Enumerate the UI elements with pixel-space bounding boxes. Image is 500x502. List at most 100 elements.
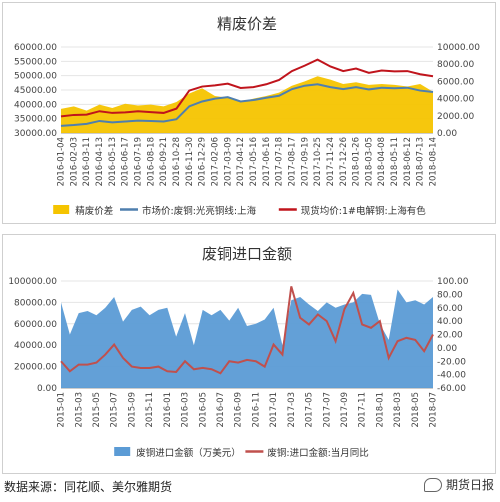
legend-swatch-0 (114, 447, 131, 456)
y-right-tick-label: 8000.00 (437, 60, 474, 70)
x-tick-label: 2017-01 (269, 392, 279, 428)
y-right-tick-label: -40.00 (437, 371, 466, 381)
y-left-tick-label: 0.00 (37, 384, 57, 394)
x-tick-label: 2017-06-16 (262, 137, 272, 186)
y-left-tick-label: 60000.00 (14, 320, 57, 330)
legend-label-2: 现货均价:1#电解铜:上海有色 (301, 205, 426, 217)
y-left-tick-label: 45000.00 (14, 86, 57, 96)
series-area-0 (61, 76, 433, 133)
x-tick-label: 2017-12-26 (339, 137, 349, 186)
x-tick-label: 2016-03-11 (82, 137, 92, 186)
chat-bubble-icon (423, 477, 442, 492)
x-tick-label: 2016-04-13 (95, 137, 105, 186)
x-tick-label: 2016-01 (163, 392, 173, 428)
series-line-1 (60, 83, 434, 127)
x-tick-label: 2016-06-17 (121, 137, 131, 186)
x-tick-label: 2018-04-08 (377, 137, 387, 186)
x-tick-label: 2018-03-05 (364, 137, 374, 186)
x-tick-label: 2016-07 (216, 392, 226, 428)
x-tick-label: 2017-10-25 (313, 137, 323, 186)
y-left-tick-label: 40000.00 (14, 341, 57, 351)
legend-label-1: 市场价:废铜:光亮铜线:上海 (142, 205, 257, 217)
x-tick-label: 2017-11-24 (326, 137, 336, 186)
x-tick-label: 2017-02-06 (210, 137, 220, 186)
y-left-tick-label: 50000.00 (14, 72, 57, 82)
x-tick-label: 2016-05-13 (108, 137, 118, 186)
y-right-tick-label: 0.00 (437, 344, 457, 354)
x-tick-label: 2017-07-18 (275, 137, 285, 186)
series-area-0 (61, 289, 433, 388)
y-right-tick-label: 80.00 (437, 290, 463, 300)
x-tick-label: 2016-01-04 (57, 137, 67, 186)
y-right-tick-label: 60.00 (437, 304, 463, 314)
y-right-tick-label: 40.00 (437, 317, 463, 327)
x-tick-label: 2015-07 (110, 392, 120, 428)
x-tick-label: 2016-07-19 (134, 137, 144, 186)
series-line-1 (60, 286, 434, 375)
chart-title: 精废价差 (217, 15, 277, 33)
x-tick-label: 2016-10-28 (172, 137, 182, 186)
y-left-tick-label: 35000.00 (14, 115, 57, 125)
x-tick-label: 2017-03-09 (223, 137, 233, 186)
watermark: 期货日报 (423, 476, 494, 493)
y-right-tick-label: 100.00 (437, 277, 469, 287)
x-tick-label: 2017-03 (287, 392, 297, 428)
x-tick-label: 2016-05 (198, 392, 208, 428)
x-tick-label: 2017-09 (340, 392, 350, 428)
x-tick-label: 2017-09-19 (300, 137, 310, 186)
x-tick-label: 2017-07 (322, 392, 332, 428)
watermark-text: 期货日报 (445, 478, 494, 492)
y-right-tick-label: 10000.00 (437, 43, 480, 53)
y-left-tick-label: 40000.00 (14, 100, 57, 110)
x-tick-label: 2015-03 (74, 392, 84, 428)
data-source-note: 数据来源：同花顺、美尔雅期货 (4, 480, 173, 494)
x-tick-label: 2016-11-30 (185, 137, 195, 186)
x-tick-label: 2018-05 (411, 392, 421, 428)
x-tick-label: 2018-06-12 (403, 137, 413, 186)
x-tick-label: 2018-05-11 (390, 137, 400, 186)
y-right-tick-label: 2000.00 (437, 112, 474, 122)
x-tick-label: 2016-11 (251, 392, 261, 428)
y-left-tick-label: 20000.00 (14, 363, 57, 373)
x-tick-label: 2015-09 (127, 392, 137, 428)
y-right-tick-label: -60.00 (437, 384, 466, 394)
x-tick-label: 2017-08-17 (287, 137, 297, 186)
y-left-tick-label: 80000.00 (14, 298, 57, 308)
y-left-tick-label: 55000.00 (14, 57, 57, 67)
chart-panel-import-value: 废铜进口金额 0.00 20000.00 40000.00 60000.00 80000.… (2, 234, 496, 474)
x-tick-label: 2018-03 (393, 392, 403, 428)
chart-price-spread: 精废价差 30000.00 35000.00 40000.00 45000.00 5000… (14, 15, 480, 217)
x-tick-label: 2016-09-21 (159, 137, 169, 186)
x-tick-label: 2015-01 (57, 392, 67, 428)
x-tick-label: 2018-07 (429, 392, 439, 428)
x-tick-label: 2017-05 (305, 392, 315, 428)
x-tick-label: 2015-11 (145, 392, 155, 428)
chart-title: 废铜进口金额 (202, 245, 292, 263)
x-tick-label: 2018-07-13 (416, 137, 426, 186)
x-tick-label: 2018-01 (375, 392, 385, 428)
chart-panel-price-spread: 精废价差 30000.00 35000.00 40000.00 45000.00 5000… (2, 2, 496, 224)
x-tick-label: 2018-01-26 (352, 137, 362, 186)
x-tick-label: 2016-03 (181, 392, 191, 428)
legend-label-0: 精废价差 (75, 205, 113, 217)
chart-import-value: 废铜进口金额 0.00 20000.00 40000.00 60000.00 80000.… (8, 245, 469, 459)
legend-swatch-0 (53, 205, 70, 214)
y-right-tick-label: 4000.00 (437, 95, 474, 105)
y-left-tick-label: 100000.00 (8, 277, 57, 287)
y-right-tick-label: 6000.00 (437, 77, 474, 87)
x-tick-label: 2017-05-16 (249, 137, 259, 186)
y-right-tick-label: -20.00 (437, 357, 466, 367)
x-tick-label: 2017-11 (358, 392, 368, 428)
x-tick-label: 2016-09 (234, 392, 244, 428)
series-line-2 (60, 58, 434, 118)
x-tick-label: 2015-05 (92, 392, 102, 428)
x-tick-label: 2016-08-18 (146, 137, 156, 186)
y-right-tick-label: 0.00 (437, 129, 457, 139)
x-tick-label: 2016-02-03 (69, 137, 79, 186)
y-left-tick-label: 30000.00 (14, 129, 57, 139)
legend-label-0: 废铜进口金额（万美元） (136, 447, 241, 459)
y-right-tick-label: 20.00 (437, 331, 463, 341)
x-tick-label: 2018-08-14 (429, 137, 439, 186)
legend-label-1: 废铜:进口金额:当月同比 (267, 447, 368, 459)
x-tick-label: 2016-12-29 (198, 137, 208, 186)
